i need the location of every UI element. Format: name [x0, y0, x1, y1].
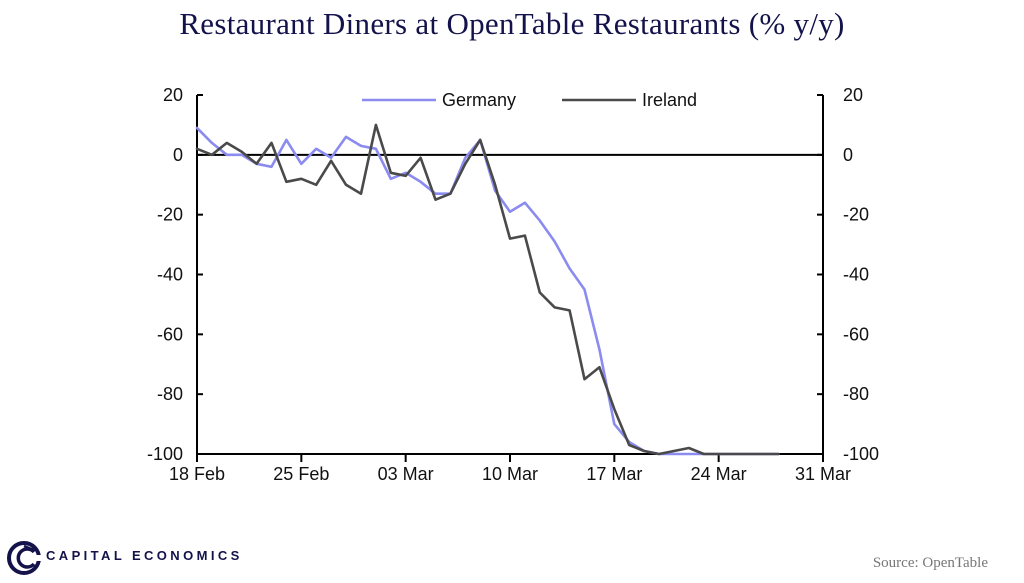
y-tick-label-left: -40	[157, 265, 183, 285]
y-tick-label-right: 20	[843, 85, 863, 105]
y-tick-label-right: -60	[843, 324, 869, 344]
y-tick-label-left: -100	[147, 444, 183, 464]
x-tick-label: 25 Feb	[273, 464, 329, 484]
y-tick-label-right: -100	[843, 444, 879, 464]
x-tick-label: 03 Mar	[378, 464, 434, 484]
y-tick-label-right: -40	[843, 265, 869, 285]
x-tick-label: 31 Mar	[795, 464, 851, 484]
y-tick-label-left: -60	[157, 324, 183, 344]
chart-legend: Germany Ireland	[362, 90, 697, 110]
y-tick-label-left: 0	[173, 145, 183, 165]
series-line-ireland	[195, 123, 780, 456]
capital-economics-logo-icon	[7, 541, 41, 575]
chart-title: Restaurant Diners at OpenTable Restauran…	[179, 6, 845, 41]
y-tick-label-right: 0	[843, 145, 853, 165]
y-tick-label-right: -80	[843, 384, 869, 404]
chart-series	[195, 123, 780, 456]
source-note: Source: OpenTable	[872, 555, 988, 571]
legend-label-ireland: Ireland	[642, 90, 697, 110]
chart-axes: 200-20-40-60-80-100200-20-40-60-80-10018…	[147, 85, 879, 484]
y-tick-label-left: 20	[163, 85, 183, 105]
y-tick-label-left: -80	[157, 384, 183, 404]
y-tick-label-right: -20	[843, 205, 869, 225]
x-tick-label: 17 Mar	[586, 464, 642, 484]
x-tick-label: 18 Feb	[169, 464, 225, 484]
x-tick-label: 10 Mar	[482, 464, 538, 484]
y-tick-label-left: -20	[157, 205, 183, 225]
brand-name: CAPITAL ECONOMICS	[46, 548, 243, 563]
legend-label-germany: Germany	[442, 90, 516, 110]
x-tick-label: 24 Mar	[691, 464, 747, 484]
